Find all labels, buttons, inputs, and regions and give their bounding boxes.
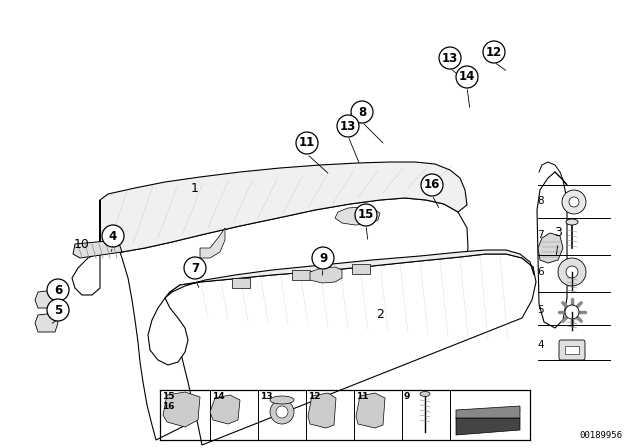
Circle shape — [184, 257, 206, 279]
Text: 10: 10 — [74, 238, 90, 251]
Polygon shape — [72, 200, 100, 295]
Text: 13: 13 — [442, 52, 458, 65]
Text: 14: 14 — [212, 392, 225, 401]
Text: 9: 9 — [404, 392, 410, 401]
Text: 8: 8 — [538, 196, 544, 206]
Circle shape — [566, 266, 578, 278]
Text: 14: 14 — [459, 70, 475, 83]
Ellipse shape — [566, 219, 578, 225]
Polygon shape — [100, 162, 467, 253]
Text: 13: 13 — [260, 392, 273, 401]
Text: 15: 15 — [162, 392, 175, 401]
Circle shape — [47, 279, 69, 301]
Polygon shape — [148, 298, 188, 365]
FancyBboxPatch shape — [559, 340, 585, 360]
Polygon shape — [100, 198, 468, 440]
Polygon shape — [310, 267, 342, 283]
Polygon shape — [165, 254, 536, 445]
Polygon shape — [537, 172, 567, 328]
Circle shape — [351, 101, 373, 123]
Circle shape — [312, 247, 334, 269]
Circle shape — [569, 197, 579, 207]
Polygon shape — [200, 228, 225, 258]
Text: 8: 8 — [358, 105, 366, 119]
Circle shape — [102, 225, 124, 247]
Text: 15: 15 — [358, 208, 374, 221]
Text: 11: 11 — [299, 137, 315, 150]
Bar — [565, 346, 579, 354]
Text: 2: 2 — [376, 309, 384, 322]
Text: 12: 12 — [486, 46, 502, 59]
Polygon shape — [73, 240, 122, 258]
Text: 5: 5 — [54, 303, 62, 316]
Polygon shape — [308, 393, 336, 428]
Text: 1: 1 — [191, 181, 199, 194]
Text: 9: 9 — [319, 251, 327, 264]
Bar — [352, 264, 370, 274]
Text: 7: 7 — [191, 262, 199, 275]
Circle shape — [47, 299, 69, 321]
Bar — [292, 270, 310, 280]
Text: 11: 11 — [356, 392, 369, 401]
Text: 5: 5 — [538, 305, 544, 315]
Text: 16: 16 — [424, 178, 440, 191]
Circle shape — [558, 258, 586, 286]
Polygon shape — [456, 406, 520, 418]
Circle shape — [270, 400, 294, 424]
Text: 13: 13 — [340, 120, 356, 133]
Polygon shape — [35, 313, 58, 332]
Circle shape — [276, 406, 288, 418]
Polygon shape — [456, 418, 520, 435]
Circle shape — [355, 204, 377, 226]
Ellipse shape — [270, 396, 294, 404]
Polygon shape — [210, 395, 240, 424]
Text: 6: 6 — [54, 284, 62, 297]
Text: 12: 12 — [308, 392, 321, 401]
Text: 6: 6 — [538, 267, 544, 277]
Ellipse shape — [420, 392, 430, 396]
Circle shape — [456, 66, 478, 88]
Circle shape — [562, 190, 586, 214]
Bar — [232, 278, 250, 288]
Polygon shape — [335, 207, 380, 225]
Circle shape — [483, 41, 505, 63]
Text: 16: 16 — [162, 402, 175, 411]
Circle shape — [337, 115, 359, 137]
Polygon shape — [35, 290, 58, 308]
Circle shape — [565, 305, 579, 319]
Polygon shape — [163, 392, 200, 427]
Polygon shape — [165, 250, 534, 298]
Text: 00189956: 00189956 — [579, 431, 622, 440]
Circle shape — [296, 132, 318, 154]
Polygon shape — [538, 233, 563, 263]
Text: 3: 3 — [554, 227, 562, 240]
Text: 7: 7 — [538, 230, 544, 240]
Circle shape — [439, 47, 461, 69]
Polygon shape — [356, 393, 385, 428]
Circle shape — [421, 174, 443, 196]
Text: 4: 4 — [538, 340, 544, 350]
Text: 4: 4 — [109, 229, 117, 242]
